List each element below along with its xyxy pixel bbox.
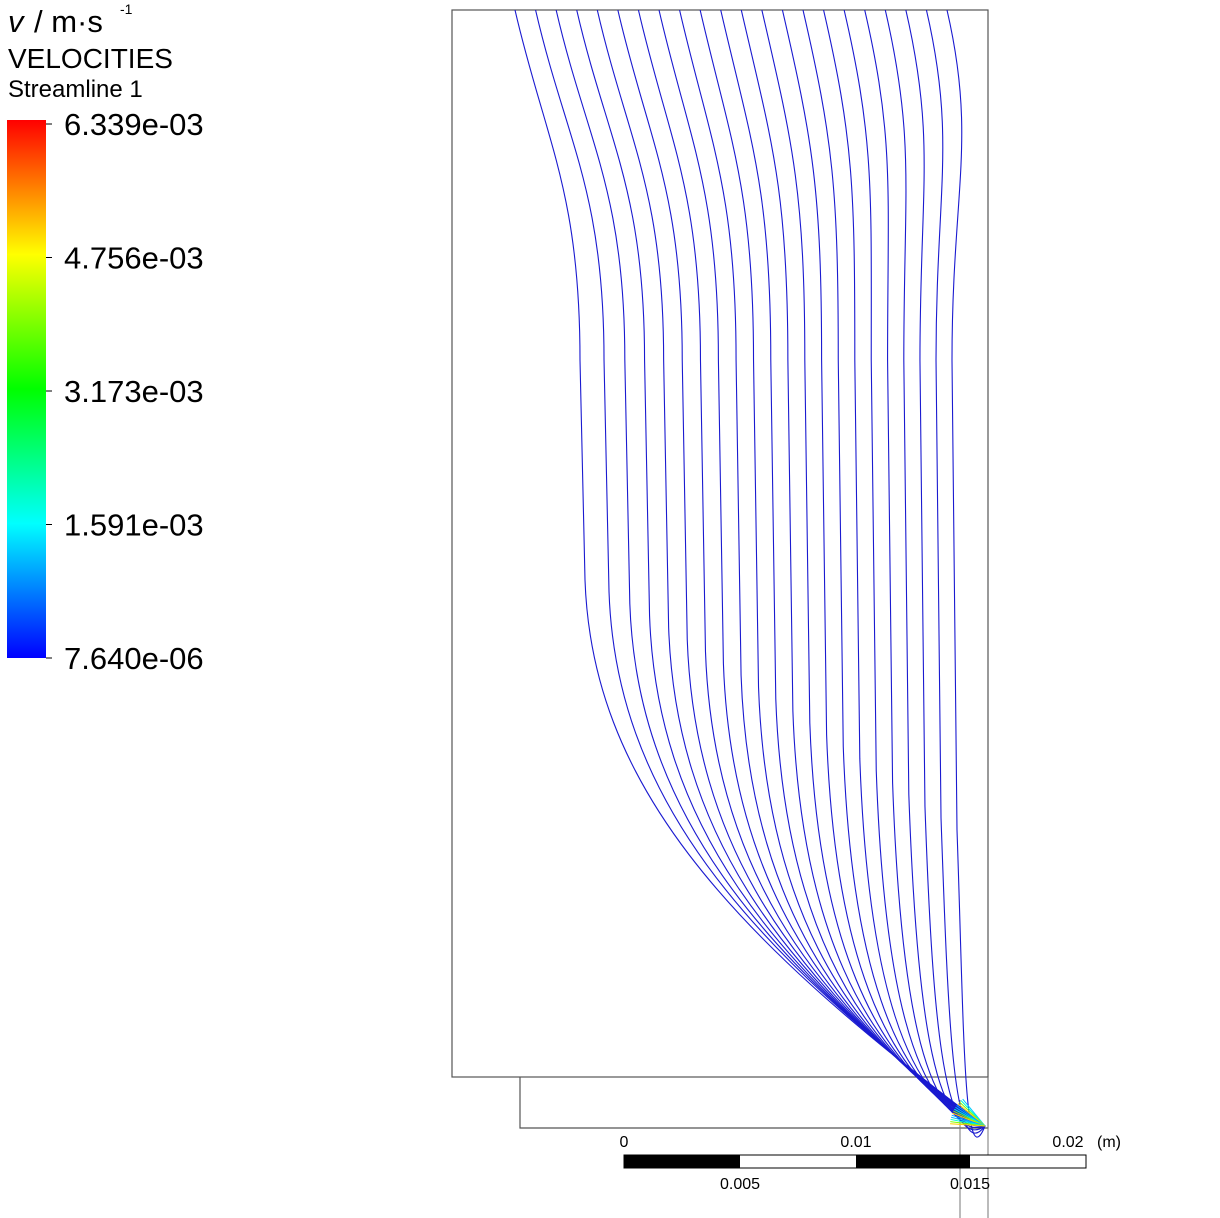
scale-bar-segment xyxy=(624,1155,740,1168)
streamline xyxy=(514,9,986,1127)
streamline xyxy=(679,9,986,1127)
streamline xyxy=(617,9,986,1127)
streamline xyxy=(596,9,986,1127)
streamline xyxy=(925,9,986,1134)
colorbar-label: 6.339e-03 xyxy=(64,107,204,142)
streamline xyxy=(864,9,986,1127)
scale-label: 0.02 xyxy=(1052,1134,1083,1151)
legend-subtitle: Streamline 1 xyxy=(8,76,143,103)
streamline xyxy=(658,9,986,1127)
legend-exponent: -1 xyxy=(120,1,133,17)
streamline xyxy=(535,9,986,1127)
streamline xyxy=(905,9,986,1131)
streamline xyxy=(802,9,986,1127)
streamline xyxy=(720,9,986,1127)
domain-outline xyxy=(451,9,989,1078)
colorbar-label: 4.756e-03 xyxy=(64,241,204,276)
streamline xyxy=(740,9,986,1127)
streamline-fan xyxy=(950,1123,986,1127)
streamlines xyxy=(514,9,986,1138)
scale-label: 0.005 xyxy=(720,1176,760,1193)
inlet-outline xyxy=(519,1077,989,1129)
streamline xyxy=(946,9,986,1138)
legend-symbol: v xyxy=(8,4,25,39)
colorbar-label: 3.173e-03 xyxy=(64,374,204,409)
legend-title: VELOCITIES xyxy=(8,43,173,74)
scale-bar-segment xyxy=(856,1155,970,1168)
streamline xyxy=(699,9,986,1127)
colorbar-label: 7.640e-06 xyxy=(64,641,204,676)
scale-label: 0.015 xyxy=(950,1176,990,1193)
colorbar-ticks: 6.339e-03 4.756e-03 3.173e-03 1.591e-03 7.64… xyxy=(46,107,204,676)
streamline xyxy=(555,9,986,1127)
colorbar xyxy=(7,120,46,658)
colorbar-label: 1.591e-03 xyxy=(64,508,204,543)
scale-unit: (m) xyxy=(1097,1134,1121,1151)
scale-label: 0.01 xyxy=(840,1134,871,1151)
streamline xyxy=(843,9,986,1127)
streamline xyxy=(823,9,986,1127)
streamline xyxy=(637,9,986,1127)
scale-labels: 0 0.01 0.02 (m) 0.005 0.015 xyxy=(620,1134,1121,1193)
streamline xyxy=(761,9,986,1127)
streamline xyxy=(781,9,986,1127)
streamline xyxy=(576,9,986,1127)
streamline xyxy=(884,9,986,1129)
scale-label: 0 xyxy=(620,1134,629,1151)
legend-unit: / m·s xyxy=(34,4,103,39)
